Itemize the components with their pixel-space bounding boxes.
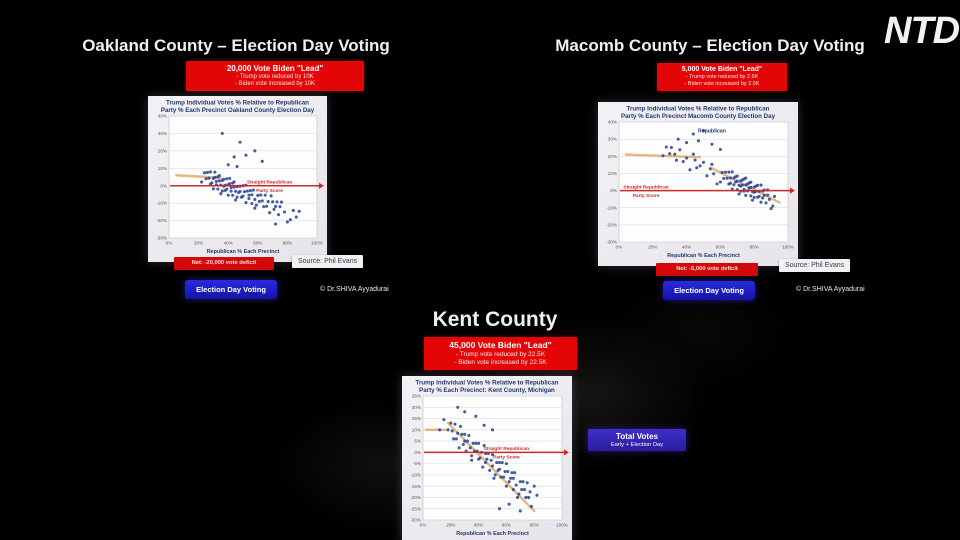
kent-info-bullet-2: Biden vote increased by 22.5K	[428, 359, 573, 366]
svg-text:0%: 0%	[414, 450, 421, 455]
svg-text:Party Score: Party Score	[493, 455, 520, 461]
total-votes-box: Total Votes Early + Election Day	[588, 429, 686, 451]
svg-text:40%: 40%	[608, 120, 617, 125]
svg-text:-10%: -10%	[606, 205, 617, 210]
kent-scatter-chart: Trump Individual Votes % Relative to Rep…	[402, 376, 572, 540]
macomb-title: Macomb County – Election Day Voting	[555, 36, 865, 55]
scatter-plot: Trump Individual Votes % Relative to Rep…	[410, 380, 569, 537]
total-votes-line1: Total Votes	[616, 432, 658, 441]
kent-info-box: 45,000 Vote Biden "Lead" Trump vote redu…	[424, 337, 577, 370]
svg-text:100%: 100%	[311, 241, 323, 246]
svg-text:15%: 15%	[412, 416, 421, 421]
svg-text:Trump Individual Votes % Relat: Trump Individual Votes % Relative to Rep…	[416, 380, 559, 387]
total-votes-line2: Early + Election Day	[610, 442, 664, 448]
svg-text:80%: 80%	[750, 245, 759, 250]
svg-text:80%: 80%	[530, 523, 539, 528]
scatter-plot: Trump Individual Votes % Relative to Rep…	[606, 106, 795, 259]
svg-text:Party % Each Precinct: Kent Co: Party % Each Precinct: Kent County, Mich…	[419, 387, 555, 394]
oakland-source-label: Source: Phil Evans	[292, 255, 364, 268]
svg-text:20%: 20%	[158, 148, 167, 153]
svg-text:-30%: -30%	[156, 236, 167, 241]
kent-info-headline: 45,000 Vote Biden "Lead"	[449, 340, 552, 350]
oakland-info-box: 20,000 Vote Biden "Lead" Trump vote redu…	[186, 61, 364, 91]
svg-text:10%: 10%	[158, 166, 167, 171]
svg-text:-20%: -20%	[606, 222, 617, 227]
svg-text:40%: 40%	[224, 241, 233, 246]
svg-text:0%: 0%	[420, 523, 427, 528]
svg-text:Party % Each Precinct Macomb C: Party % Each Precinct Macomb County Elec…	[621, 113, 776, 120]
svg-text:Republican % Each Precinct: Republican % Each Precinct	[667, 253, 740, 259]
svg-text:40%: 40%	[158, 114, 167, 119]
svg-text:-20%: -20%	[156, 218, 167, 223]
scatter-plot: Trump Individual Votes % Relative to Rep…	[156, 100, 324, 255]
svg-text:Republican: Republican	[698, 128, 726, 134]
svg-text:20%: 20%	[446, 523, 455, 528]
svg-text:-30%: -30%	[410, 518, 421, 523]
ntd-logo: NTD	[884, 10, 960, 52]
svg-text:40%: 40%	[682, 245, 691, 250]
svg-text:Republican % Each Precinct: Republican % Each Precinct	[207, 249, 280, 255]
oakland-scatter-chart: Trump Individual Votes % Relative to Rep…	[148, 96, 327, 262]
oakland-election-day-voting-button[interactable]: Election Day Voting	[185, 280, 277, 299]
macomb-election-day-voting-button[interactable]: Election Day Voting	[663, 281, 755, 300]
kent-title: Kent County	[432, 308, 558, 331]
svg-text:40%: 40%	[474, 523, 483, 528]
svg-text:25%: 25%	[412, 394, 421, 399]
svg-text:60%: 60%	[716, 245, 725, 250]
svg-text:100%: 100%	[556, 523, 568, 528]
svg-text:Trump Individual Votes % Relat: Trump Individual Votes % Relative to Rep…	[166, 100, 309, 107]
kent-info-bullet-1: Trump vote reduced by 22.5K	[428, 351, 573, 358]
svg-text:30%: 30%	[158, 131, 167, 136]
svg-text:Straight Republican: Straight Republican	[247, 180, 292, 186]
svg-text:Republican % Each Precinct: Republican % Each Precinct	[456, 531, 529, 537]
macomb-net-deficit-label: Net: -5,000 vote deficit	[656, 263, 758, 276]
svg-text:-25%: -25%	[410, 506, 421, 511]
macomb-info-box: 5,000 Vote Biden "Lead" Trump vote reduc…	[657, 63, 787, 91]
svg-text:0%: 0%	[166, 241, 173, 246]
svg-text:20%: 20%	[194, 241, 203, 246]
macomb-info-bullet-1: Trump vote reduced by 2.5K	[661, 74, 783, 80]
oakland-info-headline: 20,000 Vote Biden "Lead"	[226, 64, 324, 73]
svg-text:Party Score: Party Score	[256, 188, 283, 194]
svg-text:-10%: -10%	[156, 201, 167, 206]
svg-text:5%: 5%	[414, 439, 421, 444]
svg-text:Trump Individual Votes % Relat: Trump Individual Votes % Relative to Rep…	[627, 106, 770, 113]
svg-text:Party % Each Precinct Oakland: Party % Each Precinct Oakland County Ele…	[161, 107, 315, 114]
svg-text:0%: 0%	[610, 188, 617, 193]
macomb-info-headline: 5,000 Vote Biden "Lead"	[681, 66, 763, 73]
oakland-net-deficit-label: Net: -20,000 vote deficit	[174, 257, 274, 270]
svg-text:80%: 80%	[283, 241, 292, 246]
svg-text:0%: 0%	[160, 183, 167, 188]
svg-text:-20%: -20%	[410, 495, 421, 500]
svg-text:Straight Republican: Straight Republican	[623, 184, 668, 190]
oakland-copyright: © Dr.SHIVA Ayyadurai	[320, 286, 389, 293]
macomb-info-bullet-2: Biden vote increased by 2.5K	[661, 81, 783, 87]
svg-text:60%: 60%	[502, 523, 511, 528]
svg-text:0%: 0%	[616, 245, 623, 250]
svg-text:-10%: -10%	[410, 473, 421, 478]
svg-text:20%: 20%	[648, 245, 657, 250]
svg-text:30%: 30%	[608, 137, 617, 142]
svg-text:Straight Republican: Straight Republican	[484, 446, 529, 452]
macomb-source-label: Source: Phil Evans	[779, 259, 851, 272]
svg-text:-5%: -5%	[413, 461, 421, 466]
oakland-info-bullet-2: Biden vote increased by 10K	[190, 81, 360, 87]
svg-text:-30%: -30%	[606, 240, 617, 245]
macomb-copyright: © Dr.SHIVA Ayyadurai	[796, 286, 865, 293]
svg-text:60%: 60%	[253, 241, 262, 246]
svg-text:100%: 100%	[782, 245, 794, 250]
svg-text:10%: 10%	[608, 171, 617, 176]
svg-text:20%: 20%	[608, 154, 617, 159]
oakland-info-bullet-1: Trump vote reduced by 10K	[190, 74, 360, 80]
svg-text:Party Score: Party Score	[633, 193, 660, 199]
svg-text:10%: 10%	[412, 427, 421, 432]
svg-text:20%: 20%	[412, 405, 421, 410]
svg-text:-15%: -15%	[410, 484, 421, 489]
oakland-title: Oakland County – Election Day Voting	[82, 36, 390, 55]
macomb-scatter-chart: Trump Individual Votes % Relative to Rep…	[598, 102, 798, 266]
